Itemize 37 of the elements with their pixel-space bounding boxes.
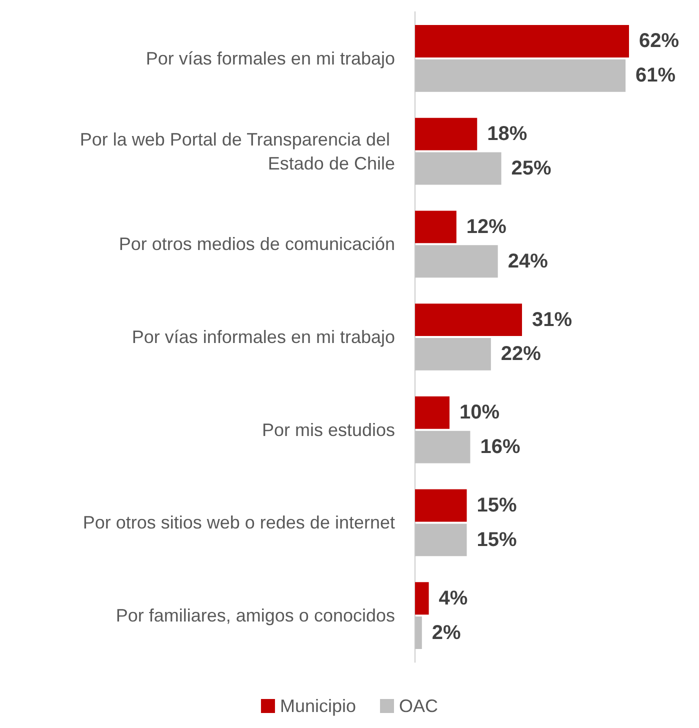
bar	[415, 524, 467, 556]
data-label: 12%	[466, 216, 507, 238]
data-label: 62%	[639, 30, 680, 52]
bar	[415, 304, 522, 336]
data-label: 2%	[432, 622, 462, 644]
bar	[415, 582, 429, 615]
bar	[415, 616, 422, 649]
bar	[415, 25, 629, 58]
data-label: 10%	[460, 402, 500, 424]
bar	[415, 338, 491, 370]
y-tick-label: Por mis estudios	[262, 420, 395, 440]
bar	[415, 430, 470, 464]
data-label: 15%	[476, 528, 518, 551]
data-label: 22%	[500, 343, 542, 366]
bar	[415, 396, 450, 429]
y-tick-label: Por vías formales en mi trabajo	[146, 48, 395, 68]
data-label: 24%	[508, 250, 548, 272]
bar	[415, 489, 467, 522]
y-tick-label: Por familiares, amigos o conocidos	[116, 606, 395, 626]
data-label: 31%	[532, 308, 572, 331]
y-tick-label: Por otros sitios web o redes de internet	[82, 512, 395, 533]
data-label: 25%	[511, 157, 552, 180]
data-label: 61%	[636, 64, 676, 87]
bar	[415, 152, 502, 185]
y-tick-label: Por vías informales en mi trabajo	[132, 327, 395, 347]
bar	[415, 210, 456, 244]
legend-label: Municipio	[280, 696, 356, 716]
data-label: 4%	[438, 587, 468, 610]
data-label: 18%	[487, 123, 528, 146]
bar	[415, 118, 478, 150]
data-label: 16%	[480, 436, 520, 458]
y-tick-label: Por otros medios de comunicación	[118, 234, 395, 254]
y-tick-label: Por la web Portal de Transparencia del Estado de Chile	[80, 129, 395, 174]
bar	[415, 245, 498, 278]
data-label: 15%	[476, 494, 518, 517]
legend-label: OAC	[399, 696, 438, 716]
bar	[415, 59, 626, 92]
